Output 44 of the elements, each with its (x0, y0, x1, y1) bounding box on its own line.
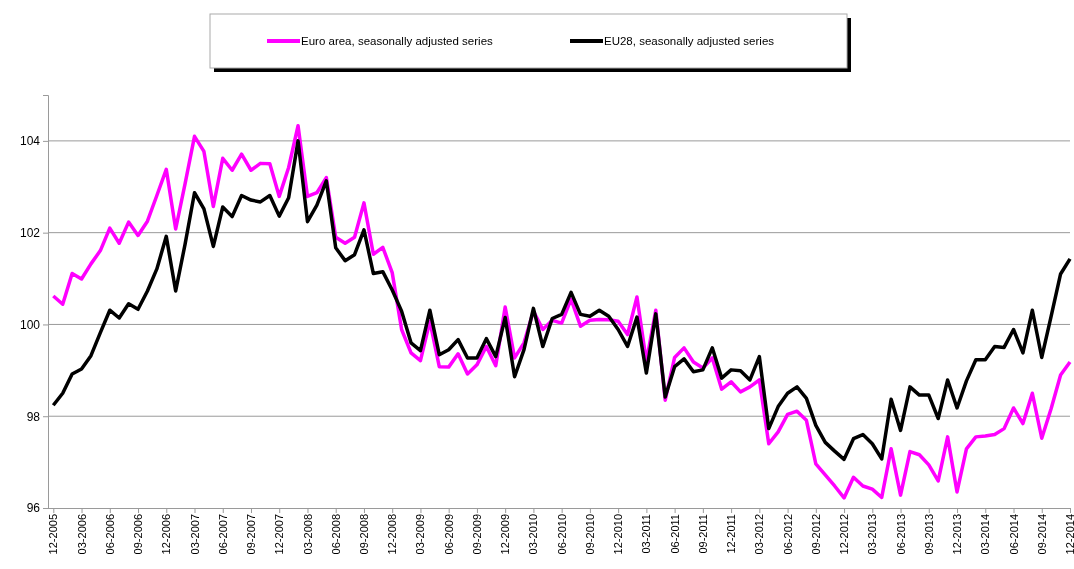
x-tick-label: 12-2012 (838, 514, 851, 555)
x-tick-label: 03-2008 (301, 514, 314, 555)
x-tick-label: 12-2005 (47, 514, 60, 555)
x-tick-label: 06-2007 (216, 514, 229, 555)
y-tick-label: 100 (19, 317, 41, 332)
x-tick-label: 12-2013 (951, 514, 964, 555)
x-tick-label: 03-2010 (527, 514, 540, 555)
x-tick-label: 06-2014 (1007, 514, 1020, 555)
x-tick-label: 06-2013 (894, 514, 907, 555)
x-tick-label: 12-2006 (160, 514, 173, 555)
y-tick-label: 102 (19, 226, 41, 241)
x-tick-label: 03-2006 (75, 514, 88, 555)
x-tick-label: 06-2011 (668, 514, 681, 554)
x-tick-label: 12-2014 (1064, 514, 1074, 555)
legend-label: EU28, seasonally adjusted series (604, 35, 775, 47)
x-tick-label: 12-2011 (725, 514, 738, 554)
x-tick-label: 03-2013 (866, 514, 879, 555)
x-tick-label: 09-2014 (1035, 514, 1048, 555)
x-tick-label: 12-2008 (386, 514, 399, 555)
x-tick-label: 03-2007 (188, 514, 201, 555)
x-tick-label: 06-2010 (555, 514, 568, 555)
y-tick-label: 98 (26, 409, 41, 424)
x-tick-label: 03-2012 (753, 514, 766, 555)
x-tick-label: 12-2007 (273, 514, 286, 555)
x-tick-label: 12-2009 (499, 514, 512, 555)
x-tick-label: 03-2009 (414, 514, 427, 555)
x-tick-label: 09-2012 (809, 514, 822, 555)
y-tick-label: 104 (19, 134, 41, 149)
x-tick-label: 06-2008 (329, 514, 342, 555)
x-tick-label: 12-2010 (612, 514, 625, 555)
x-tick-label: 09-2006 (132, 514, 145, 555)
y-tick-label: 96 (26, 501, 41, 516)
x-tick-label: 03-2011 (640, 514, 653, 554)
x-tick-label: 09-2008 (357, 514, 370, 555)
x-tick-label: 06-2009 (442, 514, 455, 555)
x-tick-label: 09-2013 (922, 514, 935, 555)
x-tick-label: 06-2012 (781, 514, 794, 555)
legend-label: Euro area, seasonally adjusted series (301, 35, 494, 47)
x-tick-label: 06-2006 (103, 514, 116, 555)
x-tick-label: 09-2007 (245, 514, 258, 555)
x-tick-label: 09-2009 (470, 514, 483, 555)
x-tick-label: 09-2010 (583, 514, 596, 555)
x-tick-label: 09-2011 (696, 514, 709, 554)
x-tick-label: 03-2014 (979, 514, 992, 555)
